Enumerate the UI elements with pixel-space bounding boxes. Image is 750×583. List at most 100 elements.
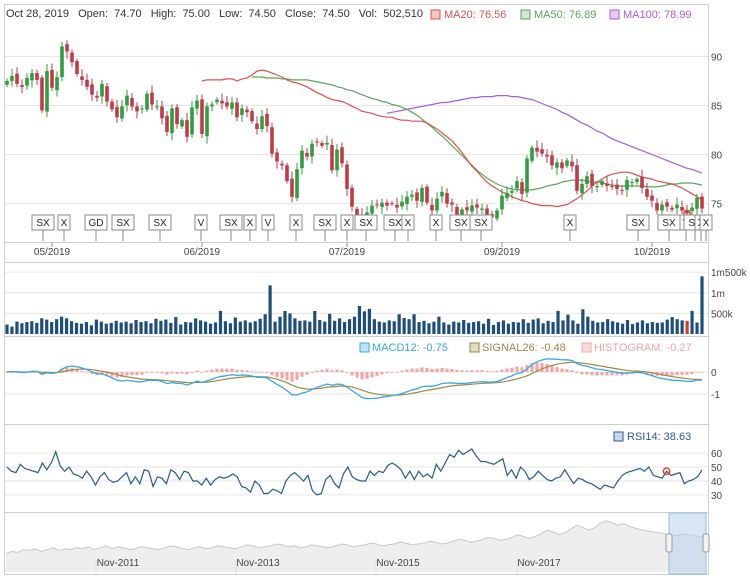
volume-bar xyxy=(40,318,44,334)
candle-body xyxy=(105,86,109,102)
candle-body xyxy=(110,101,114,110)
annotation-flag xyxy=(469,214,493,231)
candle-body xyxy=(275,152,279,162)
candle-body xyxy=(595,185,599,188)
candle-body xyxy=(630,182,634,184)
macd-histogram-bar xyxy=(425,367,429,372)
annotation-flag xyxy=(243,214,257,231)
volume-bar xyxy=(506,323,510,334)
volume-bar xyxy=(223,321,228,334)
candle-body xyxy=(240,108,244,115)
volume-bar xyxy=(169,322,173,334)
macd-histogram-bar xyxy=(180,372,184,374)
macd-histogram-bar xyxy=(105,372,109,376)
macd-histogram-bar xyxy=(60,369,64,372)
volume-bar xyxy=(203,321,208,334)
candle-body xyxy=(260,116,264,130)
candle-body xyxy=(30,73,34,81)
volume-y-tick-label: 500k xyxy=(711,309,734,320)
macd-histogram-bar xyxy=(385,372,389,374)
macd-legend-label[interactable]: MACD12: -0.75 xyxy=(372,342,448,354)
navigator-selection[interactable] xyxy=(668,512,707,575)
candle-body xyxy=(310,143,314,157)
macd-histogram-bar xyxy=(590,372,594,376)
candle-body xyxy=(615,184,619,189)
navigator-layer: Nov-2011 Nov-2013 Nov-2015 Nov-2017 xyxy=(5,520,707,574)
annotation-flag xyxy=(354,214,378,231)
macd-histogram-bar xyxy=(465,370,469,372)
candle-body xyxy=(485,208,489,217)
volume-bar xyxy=(680,320,684,334)
macd-legend-swatch[interactable] xyxy=(359,342,370,353)
annotation-label: X xyxy=(61,218,68,229)
ma50-legend-label[interactable]: MA50: 76.89 xyxy=(534,9,596,21)
candle-body xyxy=(25,77,29,86)
candle-body xyxy=(190,107,194,135)
macd-histogram-bar xyxy=(150,372,154,373)
volume-bar xyxy=(670,317,674,334)
rsi-legend-swatch[interactable] xyxy=(613,431,624,442)
volume-bar xyxy=(134,319,138,334)
navigator-right-handle[interactable] xyxy=(702,533,710,553)
candle-body xyxy=(160,106,164,119)
signal-legend-swatch[interactable] xyxy=(469,342,480,353)
candle-body xyxy=(505,192,509,199)
macd-histogram-bar xyxy=(380,372,384,375)
rsi-legend-label[interactable]: RSI14: 38.63 xyxy=(627,431,691,443)
candle-body xyxy=(480,208,484,210)
macd-histogram-bar xyxy=(260,372,264,373)
volume-bar xyxy=(228,323,232,334)
volume-bar xyxy=(199,320,203,334)
volume-bar xyxy=(60,316,64,334)
volume-bar xyxy=(571,320,575,334)
volume-bar xyxy=(154,318,158,334)
volume-bar xyxy=(144,321,148,334)
volume-bar xyxy=(516,322,520,334)
volume-bar xyxy=(74,322,79,334)
volume-bar xyxy=(581,309,585,334)
ma20-legend-label[interactable]: MA20: 76.56 xyxy=(444,9,506,21)
macd-histogram-bar xyxy=(280,372,284,379)
volume-bar xyxy=(10,326,14,334)
annotation-label: GD xyxy=(89,218,104,229)
volume-bar xyxy=(407,319,411,334)
macd-histogram-bar xyxy=(650,372,654,375)
ma50-legend-swatch[interactable] xyxy=(520,9,531,20)
macd-histogram-bar xyxy=(680,372,684,375)
candle-body xyxy=(290,178,294,197)
volume-bar xyxy=(531,319,535,334)
macd-histogram-bar xyxy=(310,372,314,373)
volume-bar xyxy=(124,321,128,334)
candle-body xyxy=(145,93,149,110)
candle-body xyxy=(405,196,409,205)
signal-legend-label[interactable]: SIGNAL26: -0.48 xyxy=(482,342,566,354)
volume-bar xyxy=(566,314,570,334)
volume-bar xyxy=(372,319,376,334)
volume-bar xyxy=(94,319,98,334)
histogram-legend-swatch[interactable] xyxy=(581,342,592,353)
volume-bar xyxy=(546,320,550,334)
volume-bar xyxy=(521,319,525,334)
candlestick-layer xyxy=(5,40,704,231)
navigator-left-handle[interactable] xyxy=(665,533,673,553)
volume-bar xyxy=(675,319,679,334)
volume-bar xyxy=(536,318,540,334)
candle-body xyxy=(185,120,189,137)
ma100-legend-label[interactable]: MA100: 78.99 xyxy=(623,9,692,21)
candle-body xyxy=(645,189,649,197)
ma100-legend-swatch[interactable] xyxy=(609,9,620,20)
candle-body xyxy=(580,184,584,194)
macd-histogram-bar xyxy=(40,372,44,375)
histogram-legend-label[interactable]: HISTOGRAM: -0.27 xyxy=(594,342,692,354)
candle-body xyxy=(635,179,639,183)
volume-bar xyxy=(35,322,39,334)
annotation-flag xyxy=(313,214,337,231)
macd-histogram-bar xyxy=(235,369,239,372)
candle-body xyxy=(690,207,694,212)
candle-body xyxy=(370,205,374,214)
macd-histogram-bar xyxy=(660,372,664,376)
macd-histogram-bar xyxy=(160,372,164,374)
ma20-legend-swatch[interactable] xyxy=(430,9,441,20)
volume-bar xyxy=(109,322,113,334)
macd-layer xyxy=(5,358,704,400)
